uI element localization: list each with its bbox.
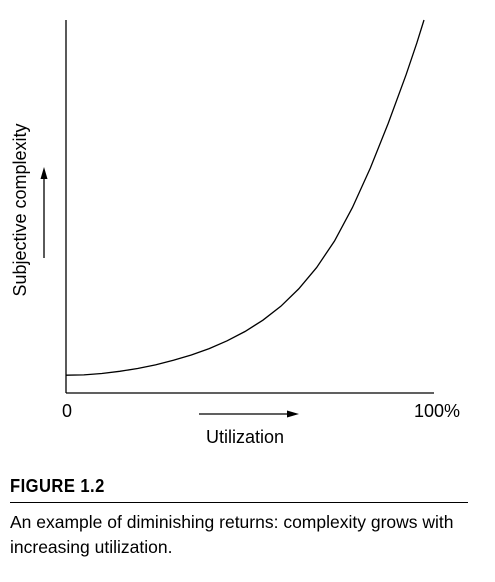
- complexity-curve: [65, 19, 425, 376]
- x-axis-label: Utilization: [206, 427, 284, 447]
- y-axis-label: Subjective complexity: [10, 123, 30, 296]
- caption-divider: [10, 502, 468, 503]
- x-axis-arrow: [199, 410, 299, 418]
- figure-caption: An example of diminishing returns: compl…: [10, 512, 454, 557]
- y-axis-arrow: [40, 167, 48, 258]
- x-tick-label-start: 0: [62, 401, 72, 421]
- figure-label: FIGURE 1.2: [10, 476, 105, 496]
- x-tick-label-end: 100%: [414, 401, 460, 421]
- chart: Subjective complexity Utilization 0 100%: [10, 19, 460, 447]
